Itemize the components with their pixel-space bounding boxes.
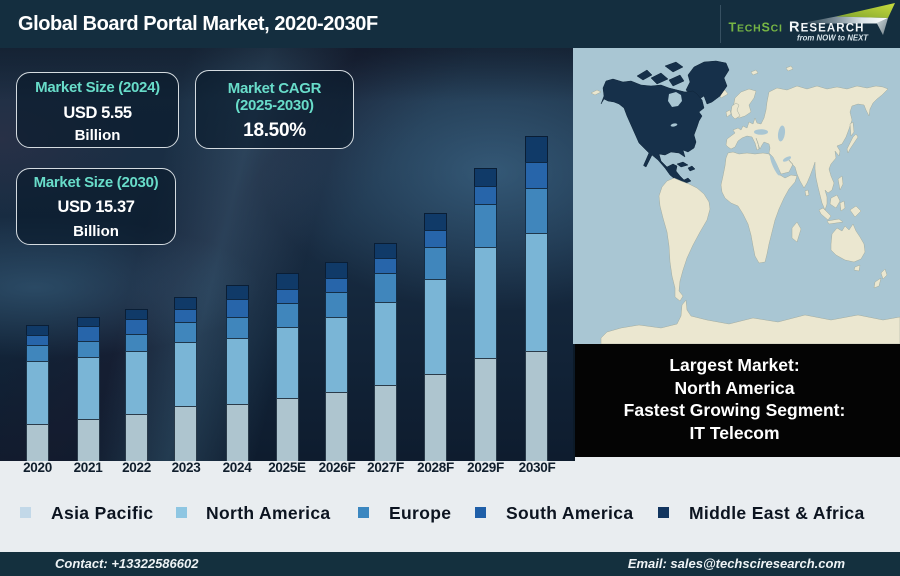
svg-text:TECHSCI: TECHSCI xyxy=(729,21,783,35)
svg-text:RESEARCH: RESEARCH xyxy=(789,20,865,36)
svg-text:from NOW to NEXT: from NOW to NEXT xyxy=(797,34,869,43)
